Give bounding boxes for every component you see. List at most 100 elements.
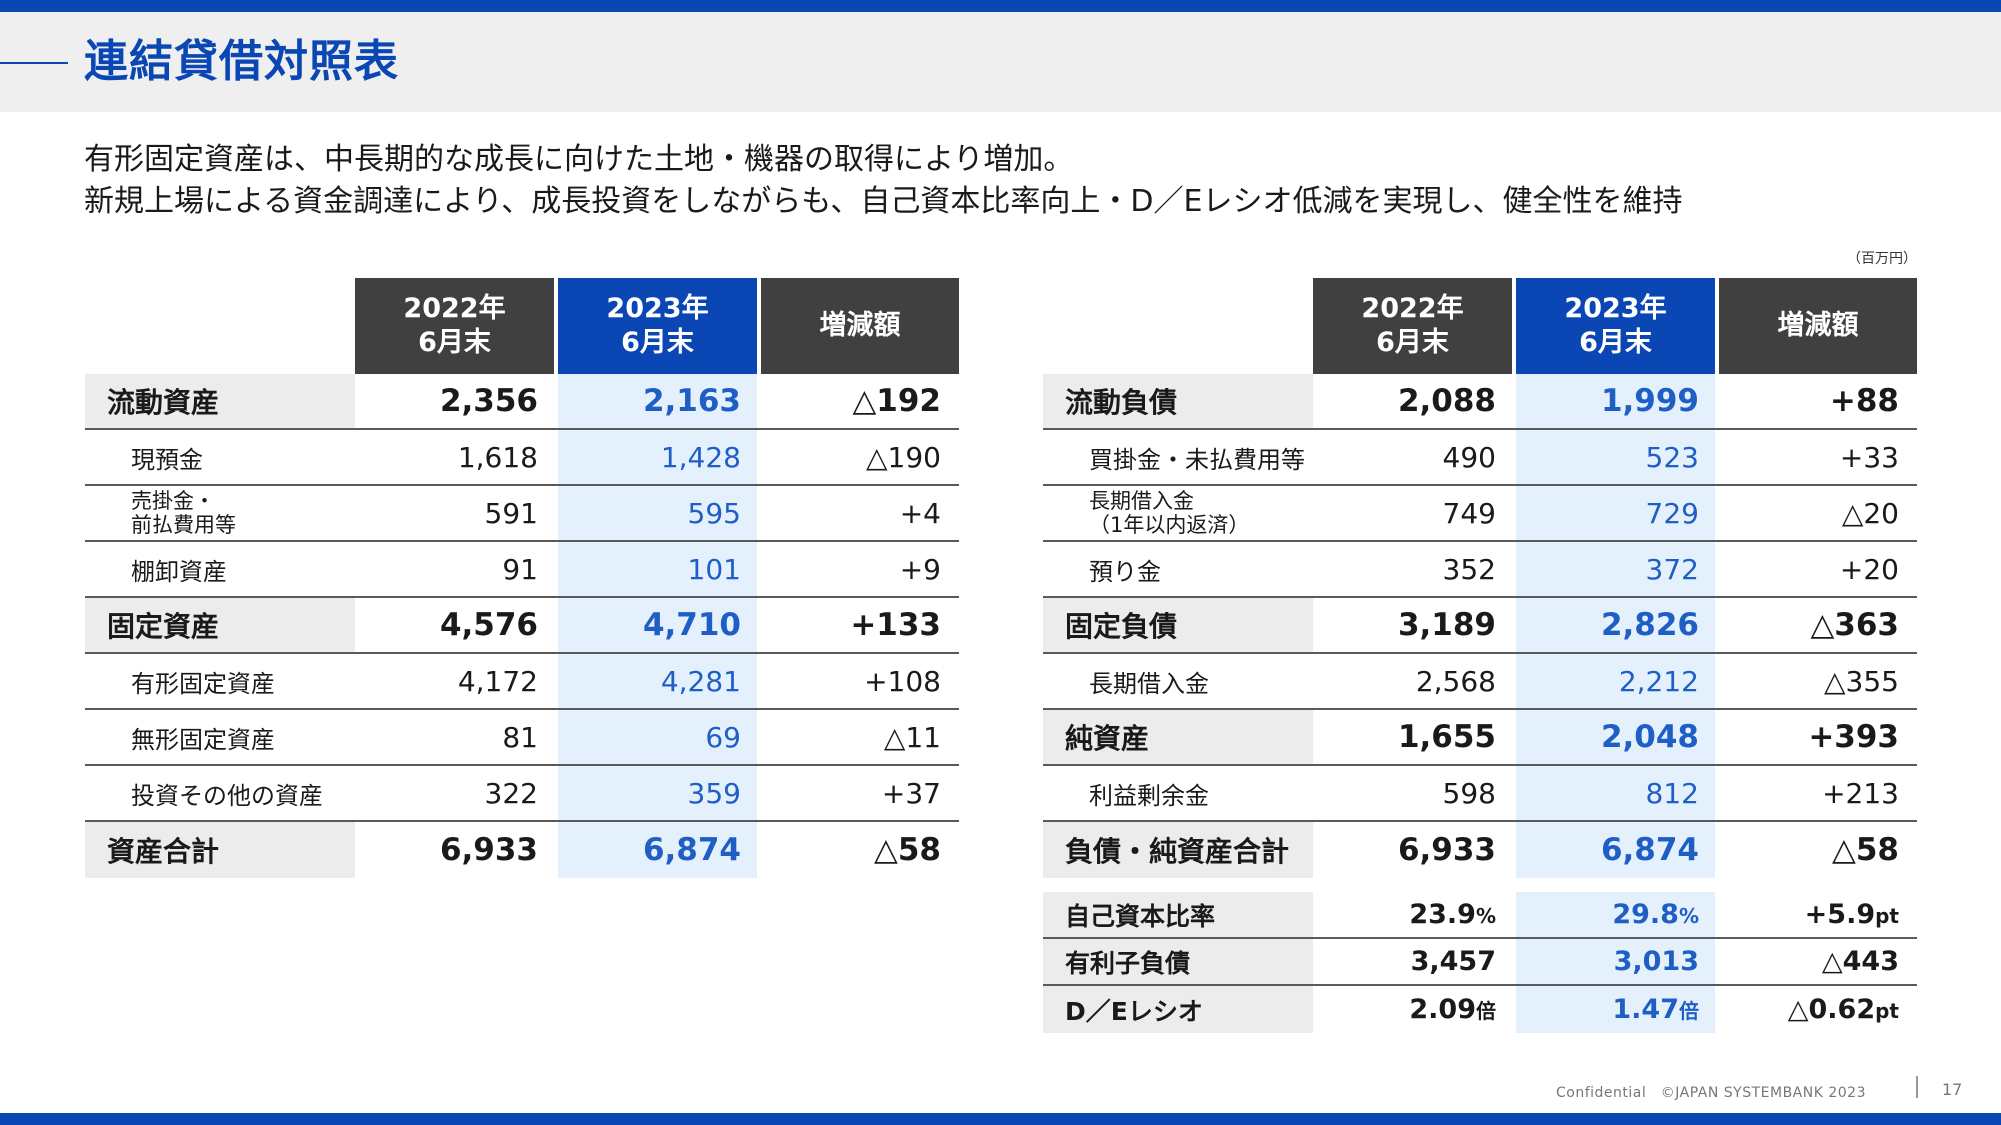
value-2023: 2,048 bbox=[1516, 710, 1715, 766]
cell-gap bbox=[554, 542, 558, 598]
value-2023: 4,710 bbox=[558, 598, 757, 654]
table-row-major: 流動負債 2,088 1,999 +88 bbox=[1043, 374, 1917, 430]
value-change: +108 bbox=[761, 654, 959, 710]
spacer-row bbox=[1043, 878, 1917, 892]
ratio-value-2023-unit: 倍 bbox=[1679, 999, 1699, 1023]
value-2022: 352 bbox=[1313, 542, 1512, 598]
ratio-value-2022-number: 3,457 bbox=[1410, 946, 1496, 977]
header-change: 増減額 bbox=[761, 278, 959, 374]
cell-gap bbox=[757, 598, 761, 654]
ratio-value-change: △0.62pt bbox=[1719, 986, 1917, 1033]
table-row: 投資その他の資産 322 359 +37 bbox=[85, 766, 959, 822]
ratio-value-2023-unit: % bbox=[1678, 904, 1699, 928]
ratio-value-2023-number: 1.47 bbox=[1612, 994, 1679, 1025]
title-rule bbox=[0, 62, 68, 64]
value-2023: 101 bbox=[558, 542, 757, 598]
table-row-major: 純資産 1,655 2,048 +393 bbox=[1043, 710, 1917, 766]
ratio-label: 有利子負債 bbox=[1043, 939, 1313, 986]
cell-gap bbox=[1715, 486, 1719, 542]
value-2022: 1,618 bbox=[355, 430, 554, 486]
row-label: 資産合計 bbox=[85, 822, 355, 878]
ratio-value-2023: 29.8% bbox=[1516, 892, 1715, 939]
value-2022: 91 bbox=[355, 542, 554, 598]
ratio-value-2023: 1.47倍 bbox=[1516, 986, 1715, 1033]
ratio-value-2022-unit: 倍 bbox=[1476, 999, 1496, 1023]
table-row: 長期借入金 2,568 2,212 △355 bbox=[1043, 654, 1917, 710]
liabilities-table: 2022年 6月末 2023年 6月末 増減額 流動負債 2,088 1,999 +8… bbox=[1043, 278, 1917, 1033]
value-2022: 6,933 bbox=[439, 832, 538, 868]
footer-divider bbox=[1916, 1076, 1918, 1098]
cell-gap bbox=[1715, 598, 1719, 654]
row-label: 売掛金・ 前払費用等 bbox=[85, 486, 355, 542]
value-2022: 2,088 bbox=[1313, 374, 1512, 430]
cell-gap bbox=[1512, 892, 1516, 939]
value-2022: 591 bbox=[355, 486, 554, 542]
value-2023: 372 bbox=[1516, 542, 1715, 598]
value-2023: 4,281 bbox=[558, 654, 757, 710]
value-change: +37 bbox=[761, 766, 959, 822]
cell-gap bbox=[757, 430, 761, 486]
cell-gap bbox=[1715, 710, 1719, 766]
value-2022: 4,172 bbox=[355, 654, 554, 710]
cell-gap bbox=[757, 374, 761, 430]
cell-gap bbox=[757, 710, 761, 766]
value-change: △58 bbox=[874, 832, 941, 868]
ratio-value-change-number: △0.62 bbox=[1787, 994, 1876, 1025]
value-2023: 6,874 bbox=[1516, 822, 1715, 878]
value-2022: 1,655 bbox=[1313, 710, 1512, 766]
cell-gap bbox=[1715, 430, 1719, 486]
header-spacer bbox=[1043, 278, 1313, 374]
value-2023: 812 bbox=[1516, 766, 1715, 822]
assets-table: 2022年 6月末 2023年 6月末 増減額 流動資産 2,356 2,163 △1… bbox=[85, 278, 959, 878]
table-row-major: 固定負債 3,189 2,826 △363 bbox=[1043, 598, 1917, 654]
value-change: △192 bbox=[761, 374, 959, 430]
ratio-value-change-unit: pt bbox=[1875, 999, 1899, 1023]
value-2022: 2,568 bbox=[1313, 654, 1512, 710]
value-2022: 81 bbox=[355, 710, 554, 766]
ratio-label: D／Eレシオ bbox=[1043, 986, 1313, 1033]
table-row: 現預金 1,618 1,428 △190 bbox=[85, 430, 959, 486]
ratio-value-2023-number: 29.8 bbox=[1612, 899, 1679, 930]
value-2022: 490 bbox=[1313, 430, 1512, 486]
value-2023: 1,999 bbox=[1516, 374, 1715, 430]
value-change: +9 bbox=[761, 542, 959, 598]
row-label: 現預金 bbox=[85, 430, 355, 486]
cell-gap bbox=[1512, 766, 1516, 822]
cell-gap bbox=[1715, 654, 1719, 710]
ratio-value-change-number: △443 bbox=[1821, 946, 1899, 977]
cell-gap bbox=[1715, 374, 1719, 430]
value-change: △11 bbox=[761, 710, 959, 766]
row-label: 棚卸資産 bbox=[85, 542, 355, 598]
header-2023: 2023年 6月末 bbox=[1516, 278, 1715, 374]
value-2022: 2,356 bbox=[355, 374, 554, 430]
table-row: 買掛金・未払費用等 490 523 +33 bbox=[1043, 430, 1917, 486]
value-2023: 359 bbox=[558, 766, 757, 822]
value-2022: 6,933 bbox=[1397, 832, 1496, 868]
row-label: 預り金 bbox=[1043, 542, 1313, 598]
value-2022: 749 bbox=[1313, 486, 1512, 542]
ratio-value-change-unit: pt bbox=[1875, 904, 1899, 928]
value-2023: 523 bbox=[1516, 430, 1715, 486]
footer-copyright: Confidential ©JAPAN SYSTEMBANK 2023 bbox=[1556, 1085, 1866, 1101]
cell-gap bbox=[1512, 654, 1516, 710]
header-2022: 2022年 6月末 bbox=[1313, 278, 1512, 374]
table-row: 長期借入金 （1年以内返済） 749 729 △20 bbox=[1043, 486, 1917, 542]
ratio-value-2022-number: 2.09 bbox=[1409, 994, 1476, 1025]
cell-gap bbox=[1715, 939, 1719, 986]
value-2022: 4,576 bbox=[355, 598, 554, 654]
row-label: 長期借入金 （1年以内返済） bbox=[1043, 486, 1313, 542]
row-label: 純資産 bbox=[1043, 710, 1313, 766]
value-change: △20 bbox=[1719, 486, 1917, 542]
cell-gap bbox=[1715, 542, 1719, 598]
value-change: +20 bbox=[1719, 542, 1917, 598]
row-label: 固定資産 bbox=[85, 598, 355, 654]
table-row-major: 流動資産 2,356 2,163 △192 bbox=[85, 374, 959, 430]
row-label: 流動資産 bbox=[85, 374, 355, 430]
value-change: △58 bbox=[1832, 832, 1899, 868]
table-row-major: 負債・純資産合計 6,933 6,874 △58 bbox=[1043, 822, 1917, 878]
cell-gap bbox=[1715, 766, 1719, 822]
cell-gap bbox=[757, 542, 761, 598]
ratio-label: 自己資本比率 bbox=[1043, 892, 1313, 939]
value-2023: 6,874 bbox=[558, 822, 757, 878]
table-row: 売掛金・ 前払費用等 591 595 +4 bbox=[85, 486, 959, 542]
